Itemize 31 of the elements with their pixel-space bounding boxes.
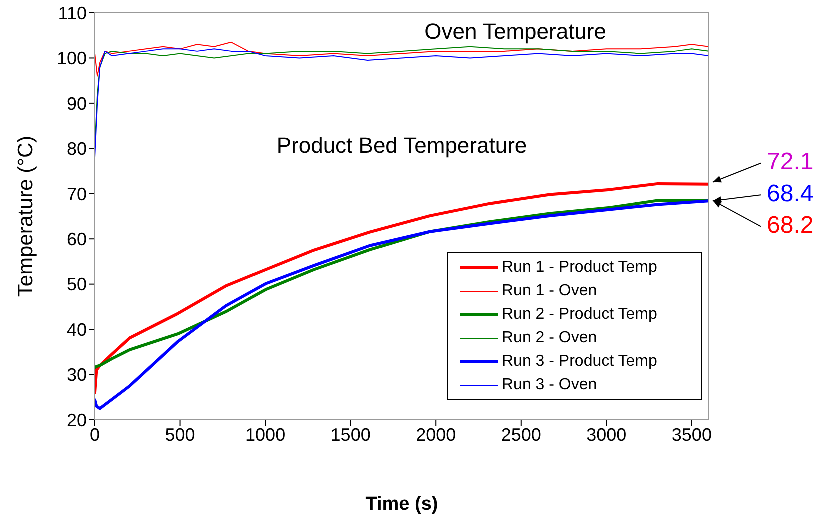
legend-label: Run 2 - Product Temp: [502, 306, 658, 324]
legend-label: Run 1 - Product Temp: [502, 259, 658, 276]
text: 68.2: [767, 212, 814, 240]
legend-label: Run 1 - Oven: [502, 282, 598, 300]
y-tick-label: 30: [66, 365, 87, 386]
x-tick-label: 3500: [672, 424, 712, 445]
legend-label: Run 3 - Oven: [502, 376, 598, 394]
x-tick-label: 500: [165, 424, 196, 445]
text: 68.4: [767, 180, 814, 208]
y-tick-label: 100: [56, 48, 87, 69]
annotation: Product Bed Temperature: [276, 133, 528, 158]
y-tick-label: 70: [66, 184, 87, 204]
y-tick-label: 60: [66, 230, 87, 250]
x-tick-label: 2500: [501, 424, 542, 445]
y-tick-label: 80: [66, 139, 87, 160]
x-axis-title: Time (s): [366, 494, 438, 515]
y-tick-label: 110: [58, 3, 87, 24]
y-tick-label: 90: [66, 94, 87, 114]
x-tick-label: 1500: [330, 424, 371, 445]
legend-label: Run 2 - Oven: [502, 330, 598, 347]
y-axis-title: Temperature (°C): [14, 136, 38, 298]
x-tick-label: 1000: [246, 424, 286, 445]
y-tick-label: 50: [66, 274, 87, 295]
text: 72.1: [767, 148, 814, 176]
x-tick-label: 2000: [416, 424, 456, 445]
x-tick-label: 0: [90, 424, 100, 445]
annotation: Oven Temperature: [424, 19, 606, 44]
legend-label: Run 3 - Product Temp: [502, 353, 658, 370]
y-tick-label: 40: [66, 320, 87, 340]
y-tick-label: 20: [66, 410, 87, 430]
x-tick-label: 3000: [586, 424, 627, 445]
